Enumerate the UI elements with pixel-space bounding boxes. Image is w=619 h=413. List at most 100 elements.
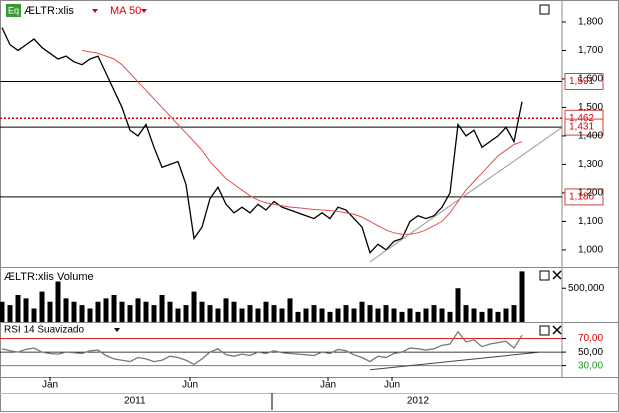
eq-icon[interactable] [6, 4, 21, 17]
volume-bar [447, 311, 453, 322]
volume-bar [79, 305, 85, 322]
level-label: 1,431 [569, 122, 594, 133]
volume-bar [471, 308, 477, 322]
y-tick-label: 1,200 [578, 188, 603, 199]
y-tick-label: 1,500 [578, 102, 603, 113]
volume-bar [247, 305, 253, 322]
volume-bar [511, 305, 517, 322]
year-label: 2011 [124, 396, 146, 407]
volume-bar [127, 305, 133, 322]
volume-bar [479, 311, 485, 322]
x-tick-label: Jan [42, 380, 58, 391]
volume-bar [223, 298, 229, 322]
labels: 1,000 1,100 1,200 1,300 1,400 1,500 1,600 1,700… [4, 5, 605, 407]
volume-bar [407, 308, 413, 322]
volume-bar [303, 308, 309, 322]
volume-bar [183, 305, 189, 322]
y-tick-label: 50,00 [578, 347, 603, 358]
volume-bar [87, 308, 93, 322]
level-label-box [564, 73, 604, 90]
plot [0, 9, 604, 410]
volume-bar [63, 298, 69, 322]
y-tick-label: 70,00 [578, 333, 603, 344]
maximize-button[interactable] [539, 325, 550, 336]
volume-bar [119, 301, 125, 322]
volume-bar [271, 305, 277, 322]
volume-bar [191, 291, 197, 322]
volume-bar [111, 295, 117, 322]
volume-bar [415, 311, 421, 322]
volume-bar [215, 308, 221, 322]
volume-bar [175, 308, 181, 322]
volume-bar [431, 305, 437, 322]
volume-bar [23, 298, 29, 322]
volume-bar [143, 301, 149, 322]
panel-title: ÆLTR:xlis Volume [4, 271, 94, 283]
volume-bar [343, 305, 349, 322]
y-tick-label: 1,400 [578, 131, 603, 142]
close-button[interactable] [552, 270, 562, 280]
volume-bar [295, 311, 301, 322]
series-line [81, 49, 523, 235]
y-tick-label: 30,00 [578, 360, 603, 371]
level-label: 1,186 [569, 192, 594, 203]
volume-bar [15, 295, 21, 322]
volume-bar [335, 308, 341, 322]
trend-line [369, 351, 541, 371]
volume-bar [103, 298, 109, 322]
volume-bar [255, 308, 261, 322]
level-label-box [564, 118, 604, 136]
volume-bar [439, 308, 445, 322]
volume-bar [399, 311, 405, 322]
volume-bar [311, 305, 317, 322]
dropdown-arrow [114, 328, 120, 332]
volume-bar [239, 308, 245, 322]
close-button[interactable] [552, 325, 562, 335]
volume-bar [151, 305, 157, 322]
x-tick-label: Jun [384, 380, 400, 391]
volume-bar [487, 308, 493, 322]
volume-bar [231, 301, 237, 322]
y-tick-label: 1,800 [578, 17, 603, 28]
panel-title: RSI 14 Suavizado [4, 325, 84, 336]
y-tick-label: 1,300 [578, 159, 603, 170]
dropdown-arrow [92, 9, 98, 13]
volume-bar [47, 301, 53, 322]
series-line [1, 330, 523, 366]
volume-bar [207, 305, 213, 322]
volume-bar [367, 305, 373, 322]
volume-bar [463, 305, 469, 322]
maximize-button[interactable] [539, 4, 550, 15]
volume-bar [519, 271, 525, 322]
y-tick-label: 1,600 [578, 74, 603, 85]
series-line [1, 27, 523, 255]
volume-bar [263, 301, 269, 322]
volume-bar [375, 308, 381, 322]
volume-bar [71, 301, 77, 322]
volume-bar [383, 305, 389, 322]
y-tick-label: 500,000 [568, 283, 605, 294]
volume-bar [455, 288, 461, 322]
volume-bar [279, 308, 285, 322]
level-label: 1,591 [569, 76, 594, 87]
volume-bar [95, 301, 101, 322]
y-tick-label: 1,700 [578, 45, 603, 56]
maximize-button[interactable] [539, 270, 550, 281]
series-name: ÆLTR:xlis [24, 5, 74, 17]
volume-bar [167, 301, 173, 322]
x-tick-label: Jan [320, 380, 336, 391]
volume-bar [495, 311, 501, 322]
volume-bar [199, 301, 205, 322]
volume-bar [39, 291, 45, 322]
level-label-box [564, 188, 604, 206]
volume-bar [31, 308, 37, 322]
volume-bar [287, 298, 293, 322]
series-name: MA 50 [110, 5, 141, 17]
volume-bar [423, 308, 429, 322]
volume-bar [319, 308, 325, 322]
volume-bar [7, 305, 13, 322]
volume-bar [391, 308, 397, 322]
dropdown-arrow [141, 9, 147, 13]
